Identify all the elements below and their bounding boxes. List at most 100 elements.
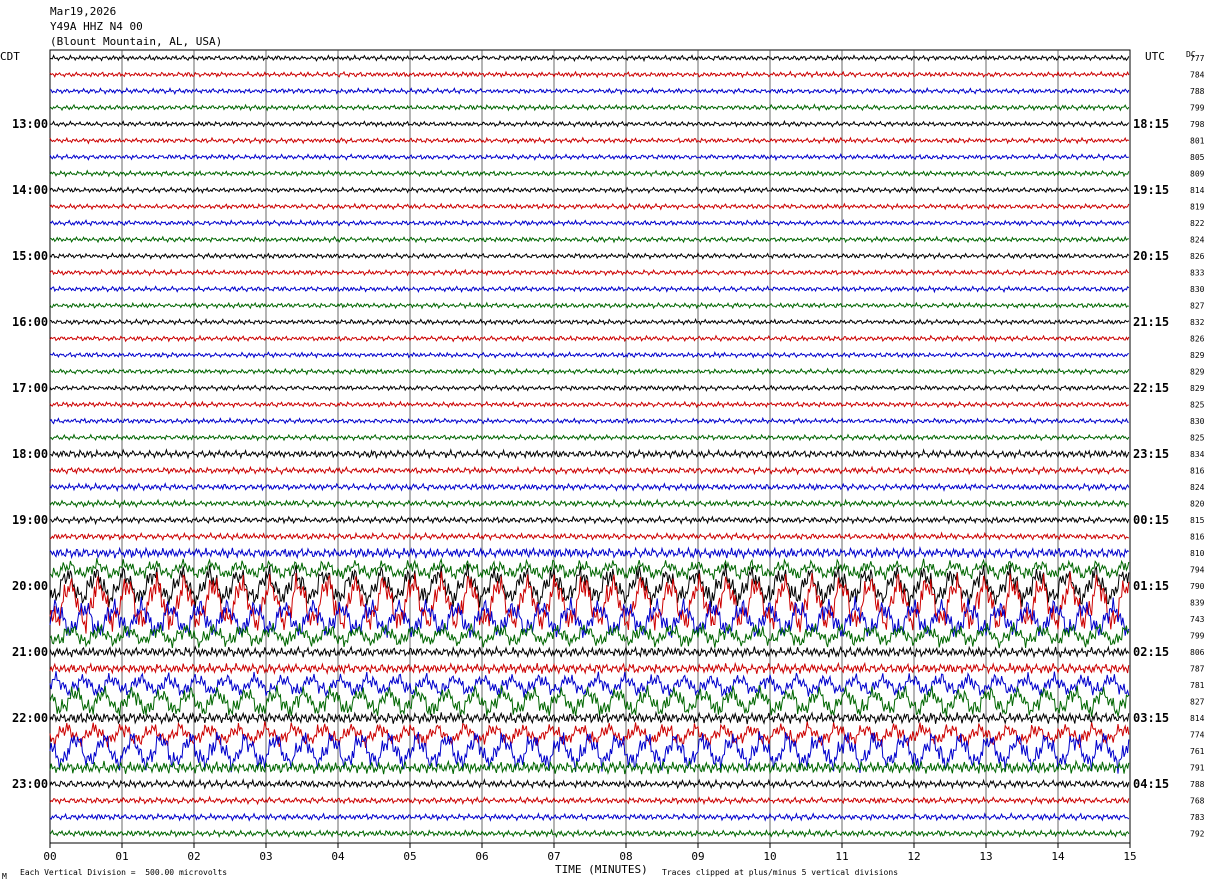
x-tick-label: 05 [403, 850, 416, 863]
dc-offset-label: 824 [1190, 236, 1205, 245]
dc-offset-label: 806 [1190, 648, 1205, 657]
seismic-trace [49, 645, 1130, 659]
seismic-trace [49, 811, 1130, 822]
dc-offset-label: 781 [1190, 681, 1205, 690]
dc-offset-label: 809 [1190, 170, 1205, 179]
seismic-trace [49, 448, 1130, 460]
x-tick-label: 02 [187, 850, 200, 863]
left-time-label: 14:00 [12, 183, 48, 197]
left-time-label: 17:00 [12, 381, 48, 395]
date-label: Mar19,2026 [50, 5, 117, 18]
dc-offset-label: 810 [1190, 549, 1205, 558]
dc-offset-label: 822 [1190, 219, 1205, 228]
dc-offset-label: 801 [1190, 137, 1205, 146]
corner-mark: M [2, 872, 7, 881]
dc-offset-label: 816 [1190, 533, 1205, 542]
x-tick-label: 08 [619, 850, 632, 863]
x-tick-label: 03 [259, 850, 272, 863]
seismic-trace [49, 136, 1129, 145]
seismic-trace [49, 202, 1130, 211]
dc-offset-label: 827 [1190, 302, 1205, 311]
x-tick-label: 00 [43, 850, 56, 863]
dc-offset-label: 814 [1190, 714, 1205, 723]
location-label: (Blount Mountain, AL, USA) [50, 35, 223, 48]
right-timezone-label: UTC [1145, 50, 1165, 63]
dc-offset-label: 832 [1190, 318, 1205, 327]
dc-offset-label: 833 [1190, 269, 1205, 278]
dc-offset-label: 768 [1190, 797, 1205, 806]
dc-label: DC [1186, 50, 1196, 59]
seismic-trace [49, 515, 1130, 526]
dc-offset-label: 798 [1190, 120, 1205, 129]
left-timezone-label: CDT [0, 50, 20, 63]
seismic-trace [49, 186, 1129, 195]
dc-offset-label: 820 [1190, 500, 1205, 509]
x-tick-label: 07 [547, 850, 560, 863]
dc-offset-label: 799 [1190, 632, 1205, 641]
seismic-trace [49, 557, 1130, 581]
x-tick-label: 11 [835, 850, 848, 863]
dc-offset-label: 825 [1190, 434, 1205, 443]
x-tick-label: 12 [907, 850, 920, 863]
left-time-label: 15:00 [12, 249, 48, 263]
right-time-label: 21:15 [1133, 315, 1169, 329]
seismic-trace [49, 433, 1130, 442]
seismic-trace [49, 671, 1130, 698]
dc-offset-label: 761 [1190, 747, 1205, 756]
seismic-trace [49, 622, 1130, 649]
left-time-label: 18:00 [12, 447, 48, 461]
x-tick-label: 01 [115, 850, 128, 863]
dc-offset-label: 826 [1190, 335, 1205, 344]
seismic-trace [49, 710, 1130, 726]
seismic-trace [49, 465, 1130, 476]
seismic-trace [49, 416, 1129, 426]
seismic-trace [49, 268, 1130, 277]
right-time-label: 22:15 [1133, 381, 1169, 395]
seismic-trace [49, 546, 1130, 560]
right-time-label: 00:15 [1133, 513, 1169, 527]
left-time-label: 13:00 [12, 117, 48, 131]
seismic-trace [49, 350, 1130, 359]
seismic-trace [49, 596, 1130, 638]
dc-offset-label: 826 [1190, 252, 1205, 261]
left-time-label: 22:00 [12, 711, 48, 725]
right-time-label: 04:15 [1133, 777, 1169, 791]
seismic-trace [49, 778, 1130, 790]
dc-offset-label: 783 [1190, 813, 1205, 822]
seismic-trace [49, 400, 1129, 409]
right-time-label: 19:15 [1133, 183, 1169, 197]
dc-offset-label: 830 [1190, 417, 1205, 426]
left-time-label: 21:00 [12, 645, 48, 659]
seismic-trace [49, 70, 1130, 79]
dc-offset-label: 799 [1190, 104, 1205, 113]
seismic-trace [49, 218, 1130, 228]
seismic-trace [50, 86, 1130, 96]
dc-offset-label: 784 [1190, 71, 1205, 80]
seismic-trace [49, 301, 1129, 310]
dc-offset-label: 819 [1190, 203, 1205, 212]
seismic-trace [49, 661, 1130, 676]
dc-offset-label: 788 [1190, 87, 1205, 96]
x-tick-label: 06 [475, 850, 488, 863]
left-time-label: 20:00 [12, 579, 48, 593]
dc-offset-label: 827 [1190, 698, 1205, 707]
seismic-trace [49, 571, 1130, 634]
x-tick-label: 13 [979, 850, 992, 863]
x-tick-label: 14 [1051, 850, 1065, 863]
x-tick-label: 09 [691, 850, 704, 863]
seismic-trace [49, 235, 1129, 244]
x-tick-label: 10 [763, 850, 776, 863]
dc-offset-label: 805 [1190, 153, 1205, 162]
right-time-label: 01:15 [1133, 579, 1169, 593]
left-time-label: 19:00 [12, 513, 48, 527]
dc-offset-label: 824 [1190, 483, 1205, 492]
x-axis-title: TIME (MINUTES) [555, 863, 648, 876]
dc-offset-label: 790 [1190, 582, 1205, 591]
dc-offset-label: 743 [1190, 615, 1205, 624]
clip-note: Traces clipped at plus/minus 5 vertical … [662, 868, 899, 877]
dc-offset-label: 787 [1190, 665, 1205, 674]
dc-offset-label: 815 [1190, 516, 1205, 525]
right-time-label: 18:15 [1133, 117, 1169, 131]
plot-frame [49, 49, 1131, 844]
dc-offset-label: 774 [1190, 731, 1205, 740]
